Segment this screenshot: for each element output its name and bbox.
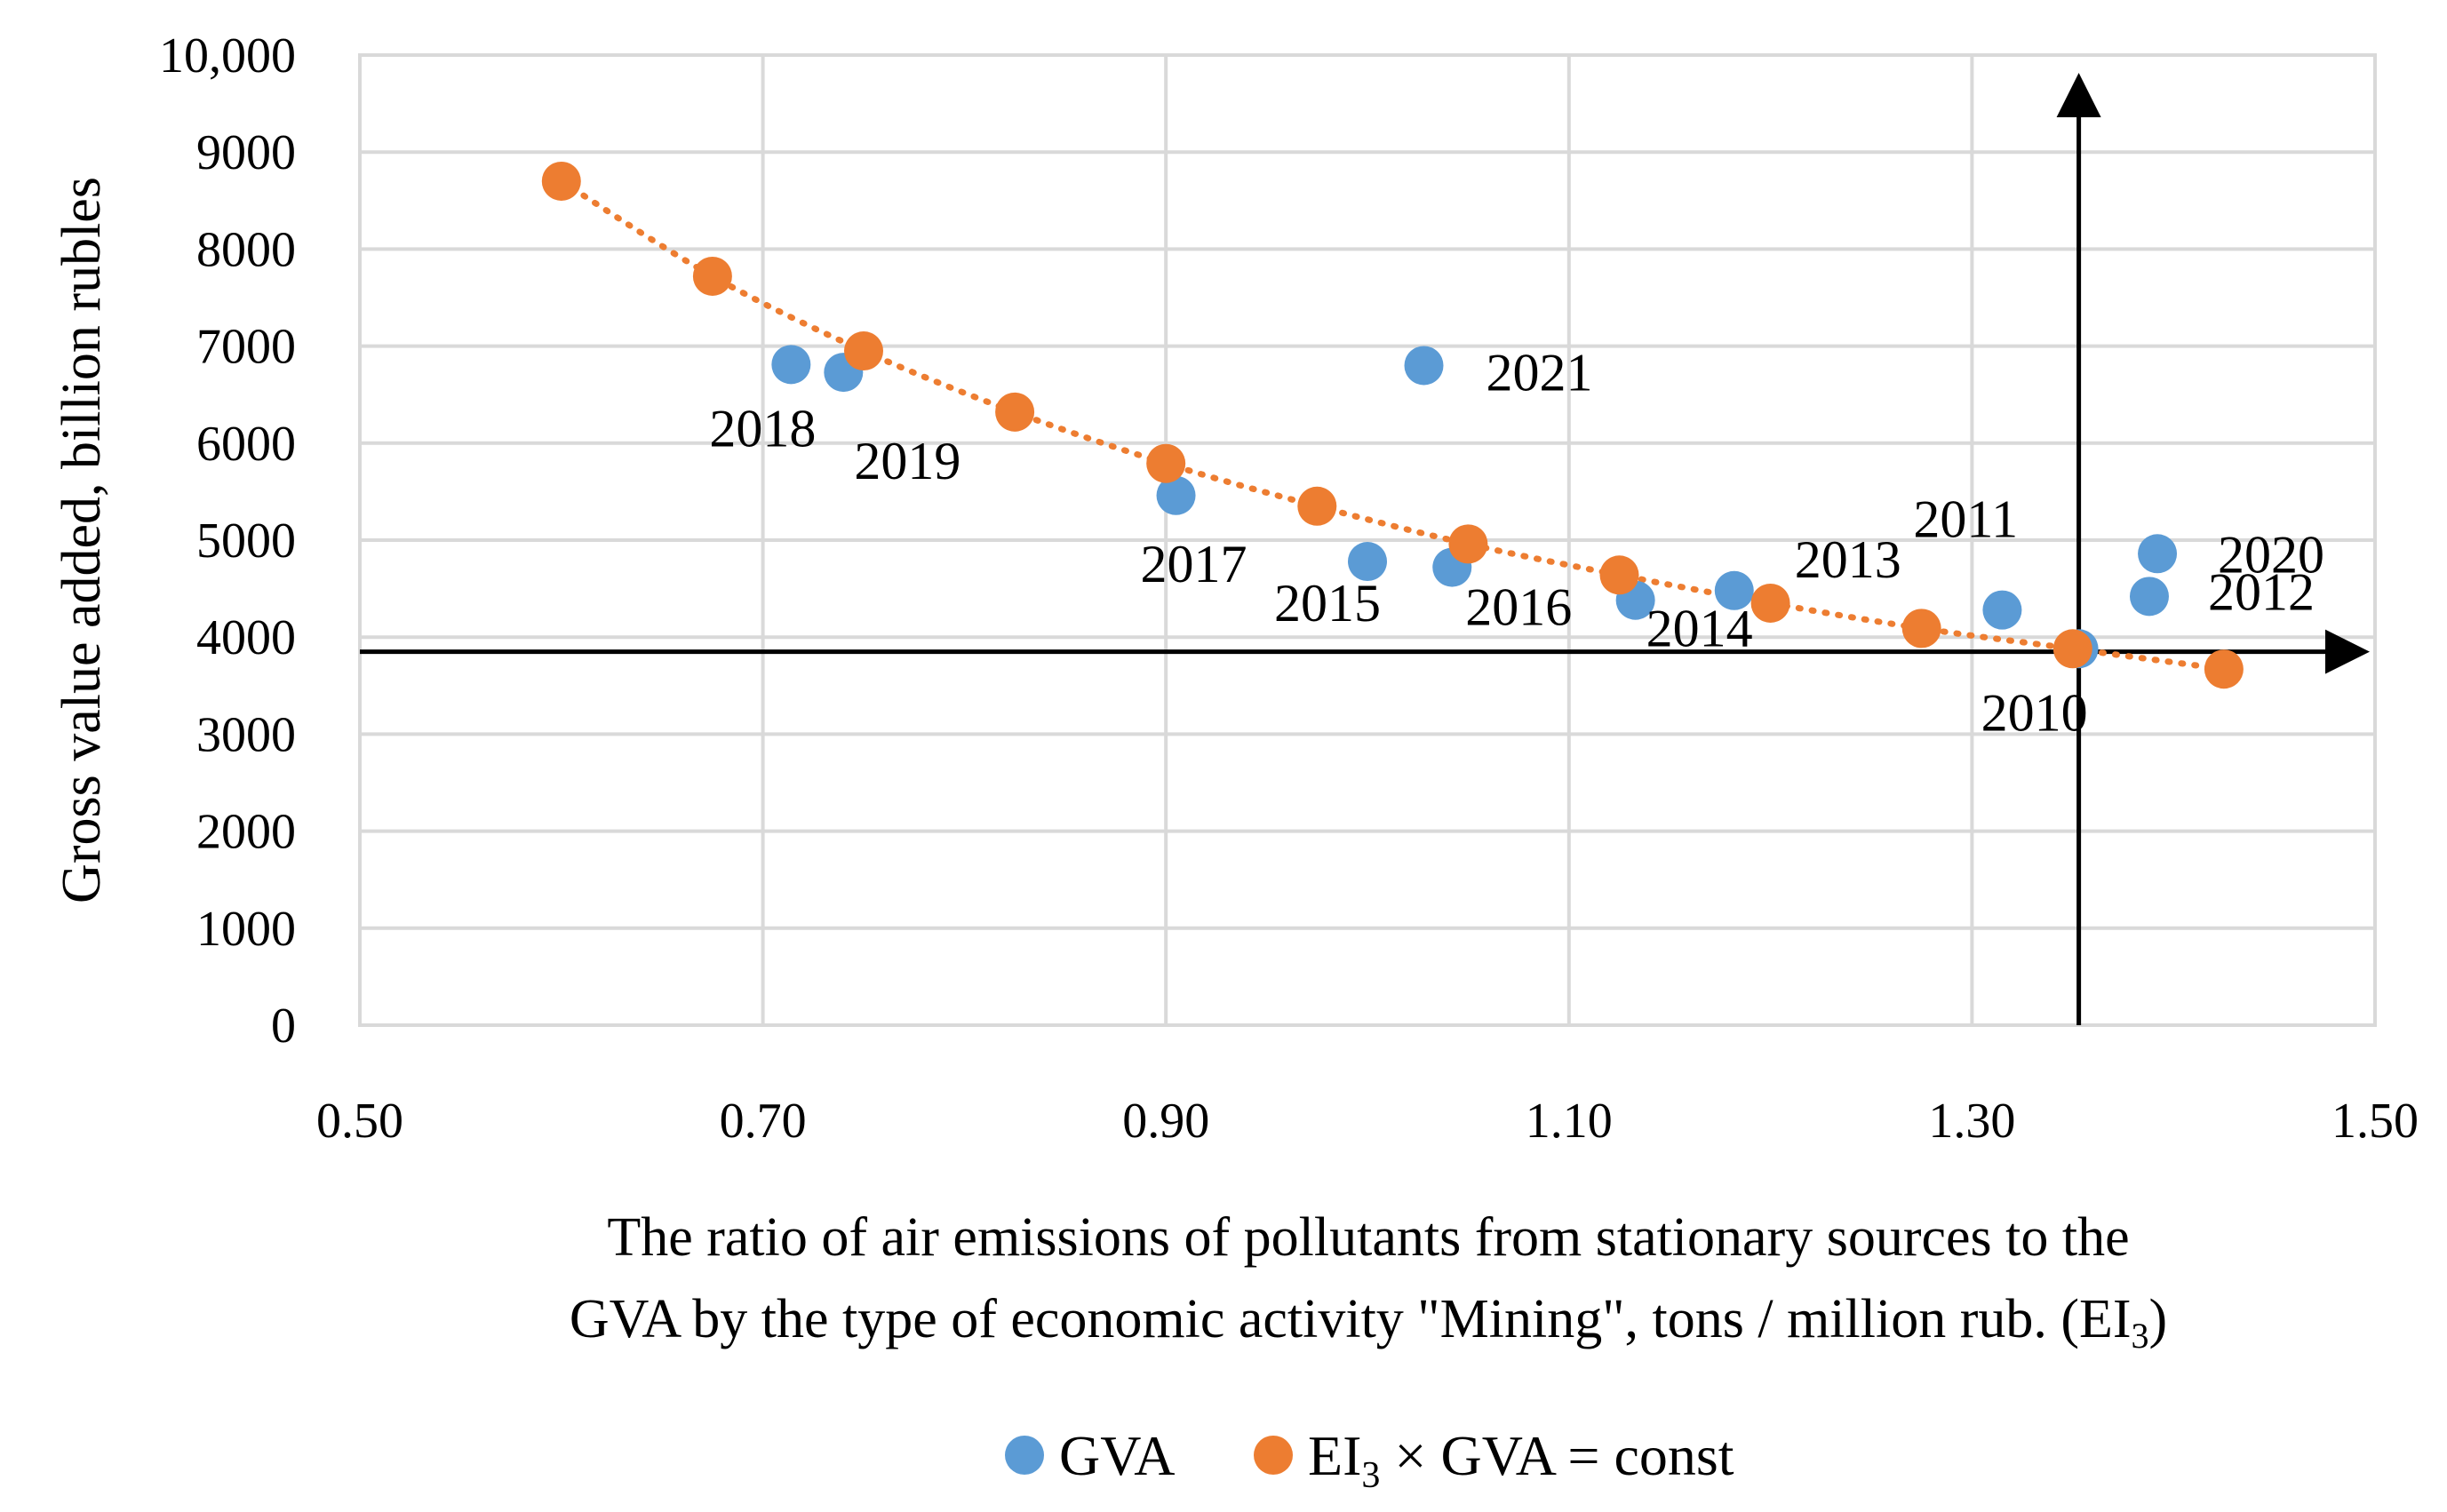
point-label-2014: 2014 [1646, 600, 1753, 658]
const-point [1901, 609, 1941, 649]
point-label-2021: 2021 [1487, 343, 1593, 402]
legend-label-gva: GVA [1059, 1424, 1175, 1487]
gva-point-2020 [2138, 534, 2178, 574]
point-label-2013: 2013 [1795, 530, 1901, 589]
point-label-2015: 2015 [1274, 574, 1381, 633]
reference-axes [360, 73, 2370, 1025]
point-label-2019: 2019 [854, 432, 960, 490]
gva-point-2017 [1156, 475, 1196, 515]
point-label-2018: 2018 [709, 399, 816, 458]
x-axis-title-close: ) [2149, 1289, 2168, 1349]
point-label-2016: 2016 [1465, 578, 1572, 637]
y-tick-label: 5000 [196, 513, 296, 569]
point-label-2011: 2011 [1913, 490, 2018, 549]
const-point [692, 256, 732, 296]
const-point [1146, 443, 1186, 483]
const-point [844, 331, 883, 371]
y-tick-label: 6000 [196, 417, 296, 472]
legend: GVA EI3 × GVA = const [1005, 1424, 1734, 1496]
point-label-2020: 2020 [2218, 525, 2324, 584]
x-axis-title-subscript: 3 [2132, 1316, 2149, 1356]
legend-label-const-sub: 3 [1361, 1455, 1380, 1496]
x-axis-title-line2-main: GVA by the type of economic activity "Mi… [570, 1289, 2132, 1349]
legend-label-const: EI3 × GVA = const [1308, 1424, 1734, 1496]
y-tick-label: 8000 [196, 222, 296, 277]
const-point [541, 161, 581, 201]
x-tick-label: 1.50 [2331, 1094, 2419, 1149]
y-tick-label: 0 [271, 999, 296, 1054]
gva-point-2012 [2129, 577, 2169, 617]
y-tick-label: 9000 [196, 125, 296, 180]
legend-label-const-prefix: EI [1308, 1424, 1361, 1487]
gva-point-2011 [1982, 590, 2022, 630]
y-tick-label: 1000 [196, 902, 296, 957]
grid [358, 53, 2377, 1027]
x-tick-label: 0.90 [1122, 1094, 1209, 1149]
x-axis-title-line1: The ratio of air emissions of pollutants… [607, 1207, 2129, 1268]
plot-area-frame [358, 53, 2377, 1027]
point-label-2012: 2012 [2208, 562, 2315, 621]
const-point [1448, 524, 1488, 564]
tick-labels: 0 1000 2000 3000 4000 5000 6000 7000 8000 9000 10,… [159, 28, 2419, 1149]
point-label-2010: 2010 [1981, 683, 2088, 742]
const-point [1750, 583, 1790, 623]
y-tick-label: 7000 [196, 320, 296, 375]
legend-marker-const [1254, 1436, 1293, 1475]
y-axis-title: Gross value added, billion rubles [52, 177, 112, 903]
gva-point-2015 [1348, 542, 1387, 582]
gva-point-2021 [1404, 346, 1444, 386]
const-point [1599, 555, 1639, 595]
point-labels: 2010 2011 2012 2013 2014 2015 2016 2017 2018 2019… [709, 343, 2324, 742]
gva-point-2013 [1714, 570, 1754, 610]
legend-marker-gva [1005, 1436, 1044, 1475]
y-tick-label: 10,000 [159, 28, 296, 84]
y-tick-label: 3000 [196, 707, 296, 762]
x-tick-label: 1.30 [1928, 1094, 2015, 1149]
const-point [995, 392, 1035, 432]
const-point [2204, 649, 2244, 689]
gva-point-2018 [771, 345, 811, 385]
point-label-2017: 2017 [1141, 535, 1247, 593]
x-axis-title-line2: GVA by the type of economic activity "Mi… [570, 1289, 2167, 1356]
x-tick-label: 0.50 [316, 1094, 403, 1149]
const-point [2052, 629, 2092, 669]
trend-curve [558, 178, 2228, 672]
data-points [541, 161, 2244, 689]
x-tick-label: 0.70 [720, 1094, 807, 1149]
y-tick-label: 2000 [196, 805, 296, 860]
y-tick-label: 4000 [196, 610, 296, 665]
trend-line-const [558, 178, 2228, 672]
x-tick-label: 1.10 [1526, 1094, 1613, 1149]
legend-label-const-suffix: × GVA = const [1380, 1424, 1734, 1487]
const-point [1297, 486, 1337, 526]
